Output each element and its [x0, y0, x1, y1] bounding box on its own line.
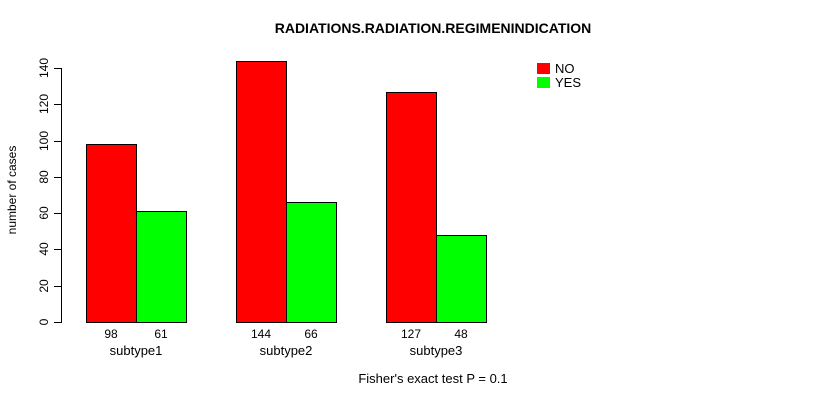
y-axis-tick [54, 176, 61, 178]
bar-yes-subtype2 [286, 202, 337, 323]
bar-yes-subtype1 [136, 211, 187, 323]
category-label-subtype3: subtype3 [409, 343, 463, 358]
legend-label-yes: YES [555, 75, 582, 90]
legend-item-yes: YES [537, 76, 581, 89]
bar-no-subtype1 [86, 144, 137, 323]
category-label-subtype2: subtype2 [259, 343, 313, 358]
y-tick-label: 0 [37, 318, 51, 326]
legend: NO YES [537, 62, 581, 90]
y-axis-label: number of cases [5, 145, 19, 235]
y-axis-tick [54, 285, 61, 287]
category-label-subtype1: subtype1 [109, 343, 163, 358]
y-tick-label: 60 [37, 206, 51, 220]
y-axis-tick [54, 322, 61, 323]
bar-value-label: 127 [400, 327, 422, 341]
bar-no-subtype2 [236, 61, 287, 323]
y-axis-line [61, 68, 62, 323]
bar-value-label: 61 [154, 327, 168, 341]
bar-value-label: 98 [104, 327, 118, 341]
y-tick-label: 40 [37, 242, 51, 257]
bar-no-subtype3 [386, 92, 437, 323]
y-axis-tick [54, 68, 61, 69]
bar-value-label: 48 [454, 327, 468, 341]
y-tick-label: 140 [37, 57, 51, 79]
legend-swatch-yes [537, 77, 550, 88]
legend-item-no: NO [537, 62, 581, 75]
y-tick-label: 100 [37, 130, 51, 151]
y-tick-label: 20 [37, 279, 51, 293]
y-tick-label: 80 [37, 170, 51, 184]
y-axis-tick [54, 213, 61, 215]
legend-label-no: NO [555, 61, 575, 76]
bar-yes-subtype3 [436, 235, 487, 323]
y-axis-tick [54, 140, 61, 142]
y-axis-tick [54, 249, 61, 251]
y-axis-tick [54, 104, 61, 106]
legend-swatch-no [537, 63, 550, 74]
chart-title: RADIATIONS.RADIATION.REGIMENINDICATION [274, 20, 592, 36]
bar-value-label: 66 [304, 327, 318, 341]
footer-caption: Fisher's exact test P = 0.1 [358, 371, 508, 386]
y-tick-label: 120 [37, 94, 51, 115]
bar-value-label: 144 [250, 327, 272, 341]
